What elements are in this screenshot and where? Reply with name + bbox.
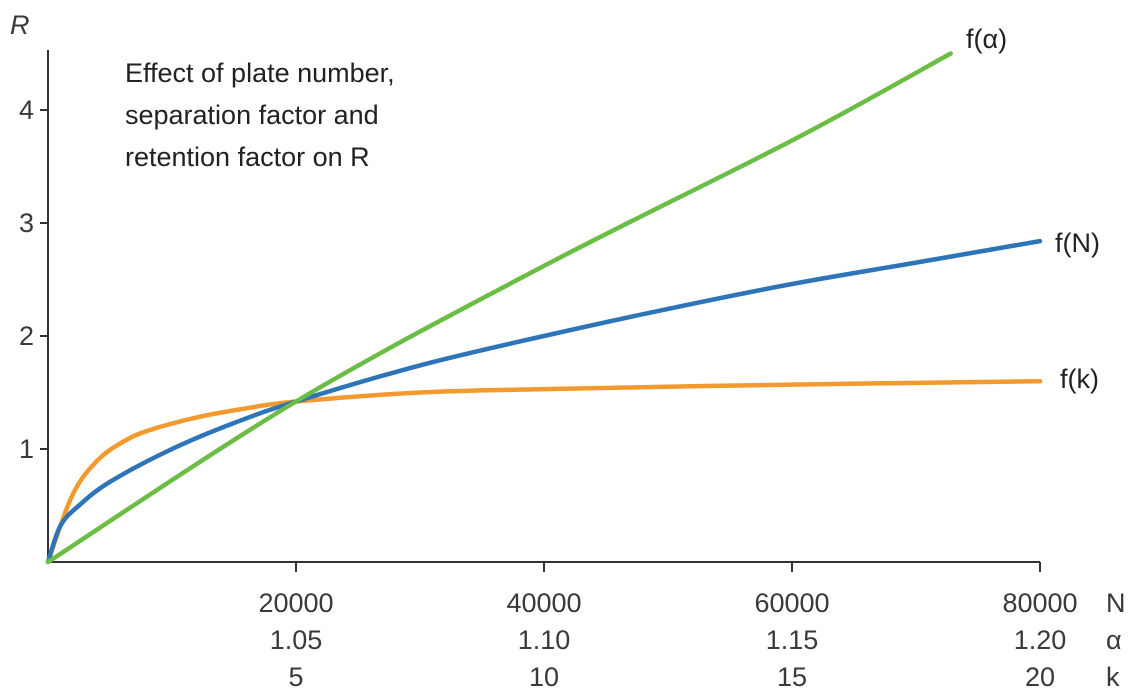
- x-axis-name-k: k: [1106, 662, 1120, 692]
- x-tick-label-n-4: 80000: [1002, 588, 1077, 618]
- y-axis-title: R: [10, 10, 30, 40]
- x-tick-label-alpha-3: 1.15: [766, 625, 819, 655]
- curves: [45, 51, 1043, 565]
- x-tick-label-n-2: 40000: [506, 588, 581, 618]
- series-label-k: f(k): [1060, 364, 1099, 394]
- x-tick-label-alpha-4: 1.20: [1014, 625, 1067, 655]
- curve-f-n: [45, 238, 1043, 565]
- x-tick-label-n-1: 20000: [258, 588, 333, 618]
- x-tick-label-alpha-1: 1.05: [270, 625, 323, 655]
- x-tick-label-k-4: 20: [1025, 662, 1055, 692]
- annotation-line-1: Effect of plate number,: [125, 58, 395, 88]
- x-axis-name-alpha: α: [1106, 625, 1122, 655]
- annotation-line-3: retention factor on R: [125, 142, 370, 172]
- x-tick-label-alpha-2: 1.10: [518, 625, 571, 655]
- y-tick-label-4: 4: [19, 95, 34, 125]
- y-tick-label-2: 2: [19, 321, 34, 351]
- x-axis-name-n: N: [1106, 588, 1126, 618]
- curve-f-k: [45, 378, 1043, 565]
- curve-f-alpha: [45, 51, 953, 565]
- series-label-n: f(N): [1055, 228, 1100, 258]
- x-tick-label-k-3: 15: [777, 662, 807, 692]
- x-tick-label-k-1: 5: [288, 662, 303, 692]
- series-label-alpha: f(α): [966, 24, 1007, 54]
- y-tick-label-3: 3: [19, 208, 34, 238]
- x-tick-label-k-2: 10: [529, 662, 559, 692]
- annotation-line-2: separation factor and: [125, 100, 379, 130]
- axes: 1 2 3 4 20000 40000 60000 80000 N 1.05 1.10 1.15 1.2…: [19, 50, 1126, 692]
- x-tick-label-n-3: 60000: [754, 588, 829, 618]
- y-tick-label-1: 1: [19, 434, 34, 464]
